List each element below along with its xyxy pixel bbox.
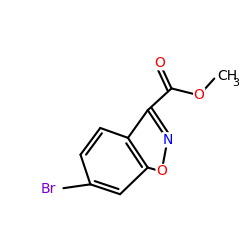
Text: N: N (162, 133, 173, 147)
Text: 3: 3 (232, 78, 239, 88)
Text: CH: CH (217, 68, 237, 82)
Text: Br: Br (40, 182, 56, 196)
Text: O: O (156, 164, 167, 178)
Text: O: O (194, 88, 204, 102)
Text: O: O (154, 56, 165, 70)
